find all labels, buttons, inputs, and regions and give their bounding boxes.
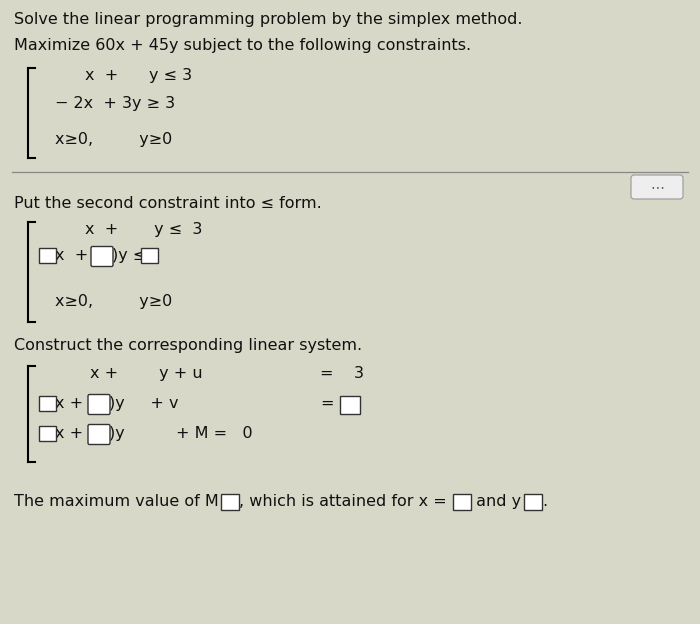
Text: − 2x  + 3y ≥ 3: − 2x + 3y ≥ 3 bbox=[55, 96, 175, 111]
FancyBboxPatch shape bbox=[38, 426, 55, 441]
FancyBboxPatch shape bbox=[88, 424, 110, 444]
FancyBboxPatch shape bbox=[38, 396, 55, 411]
FancyBboxPatch shape bbox=[88, 394, 110, 414]
FancyBboxPatch shape bbox=[340, 396, 360, 414]
Text: x≥0,         y≥0: x≥0, y≥0 bbox=[55, 132, 172, 147]
Text: )y ≤: )y ≤ bbox=[112, 248, 146, 263]
Text: x  + (: x + ( bbox=[55, 248, 99, 263]
Text: x + (: x + ( bbox=[55, 426, 94, 441]
Text: x  +       y ≤  3: x + y ≤ 3 bbox=[85, 222, 202, 237]
Text: , which is attained for x =: , which is attained for x = bbox=[239, 494, 447, 509]
Text: x≥0,         y≥0: x≥0, y≥0 bbox=[55, 294, 172, 309]
FancyBboxPatch shape bbox=[38, 248, 55, 263]
Text: The maximum value of M is: The maximum value of M is bbox=[14, 494, 237, 509]
Text: x + (: x + ( bbox=[55, 396, 94, 411]
Text: =    3: = 3 bbox=[320, 366, 364, 381]
FancyBboxPatch shape bbox=[524, 494, 542, 510]
Text: x +        y + u: x + y + u bbox=[90, 366, 202, 381]
Text: .: . bbox=[542, 494, 547, 509]
Text: Put the second constraint into ≤ form.: Put the second constraint into ≤ form. bbox=[14, 196, 322, 211]
Text: and y =: and y = bbox=[471, 494, 540, 509]
Text: )y     + v: )y + v bbox=[109, 396, 178, 411]
Text: Solve the linear programming problem by the simplex method.: Solve the linear programming problem by … bbox=[14, 12, 522, 27]
Text: Construct the corresponding linear system.: Construct the corresponding linear syste… bbox=[14, 338, 362, 353]
Text: Maximize 60x + 45y subject to the following constraints.: Maximize 60x + 45y subject to the follow… bbox=[14, 38, 471, 53]
FancyBboxPatch shape bbox=[221, 494, 239, 510]
FancyBboxPatch shape bbox=[631, 175, 683, 199]
Text: x  +      y ≤ 3: x + y ≤ 3 bbox=[85, 68, 192, 83]
FancyBboxPatch shape bbox=[141, 248, 158, 263]
FancyBboxPatch shape bbox=[91, 246, 113, 266]
Text: )y          + M =   0: )y + M = 0 bbox=[109, 426, 253, 441]
Text: =: = bbox=[320, 396, 333, 411]
Text: ⋯: ⋯ bbox=[650, 180, 664, 194]
FancyBboxPatch shape bbox=[453, 494, 471, 510]
